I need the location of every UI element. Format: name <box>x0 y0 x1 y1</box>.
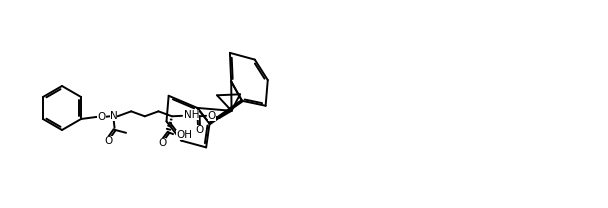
Text: O: O <box>105 136 112 146</box>
Text: O: O <box>97 112 106 122</box>
Text: OH: OH <box>176 130 192 140</box>
Text: O: O <box>208 110 216 120</box>
Text: N: N <box>109 111 117 121</box>
Text: O: O <box>195 125 203 135</box>
Text: NH: NH <box>184 110 199 120</box>
Text: O: O <box>158 138 166 148</box>
